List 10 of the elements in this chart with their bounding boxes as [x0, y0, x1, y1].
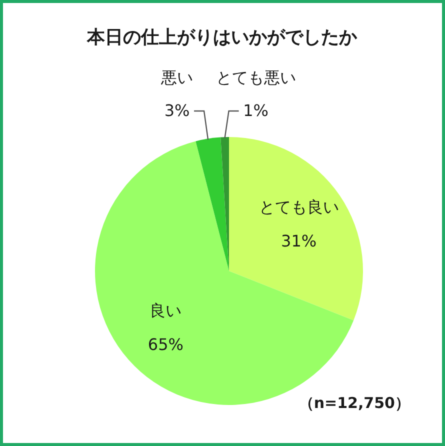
slice-label: とても良い	[258, 198, 339, 217]
slice-label: 悪い	[160, 68, 194, 87]
data-label: 31%	[281, 232, 317, 251]
data-label: 65%	[148, 334, 184, 354]
data-label: 3%	[164, 101, 190, 120]
data-label: 1%	[243, 101, 268, 120]
text: （n=12,750）	[298, 394, 410, 412]
slice-label: とても悪い	[216, 68, 296, 87]
chart-title: 本日の仕上がりはいかがでしたか	[86, 27, 358, 48]
slice-label: 良い	[150, 300, 182, 320]
